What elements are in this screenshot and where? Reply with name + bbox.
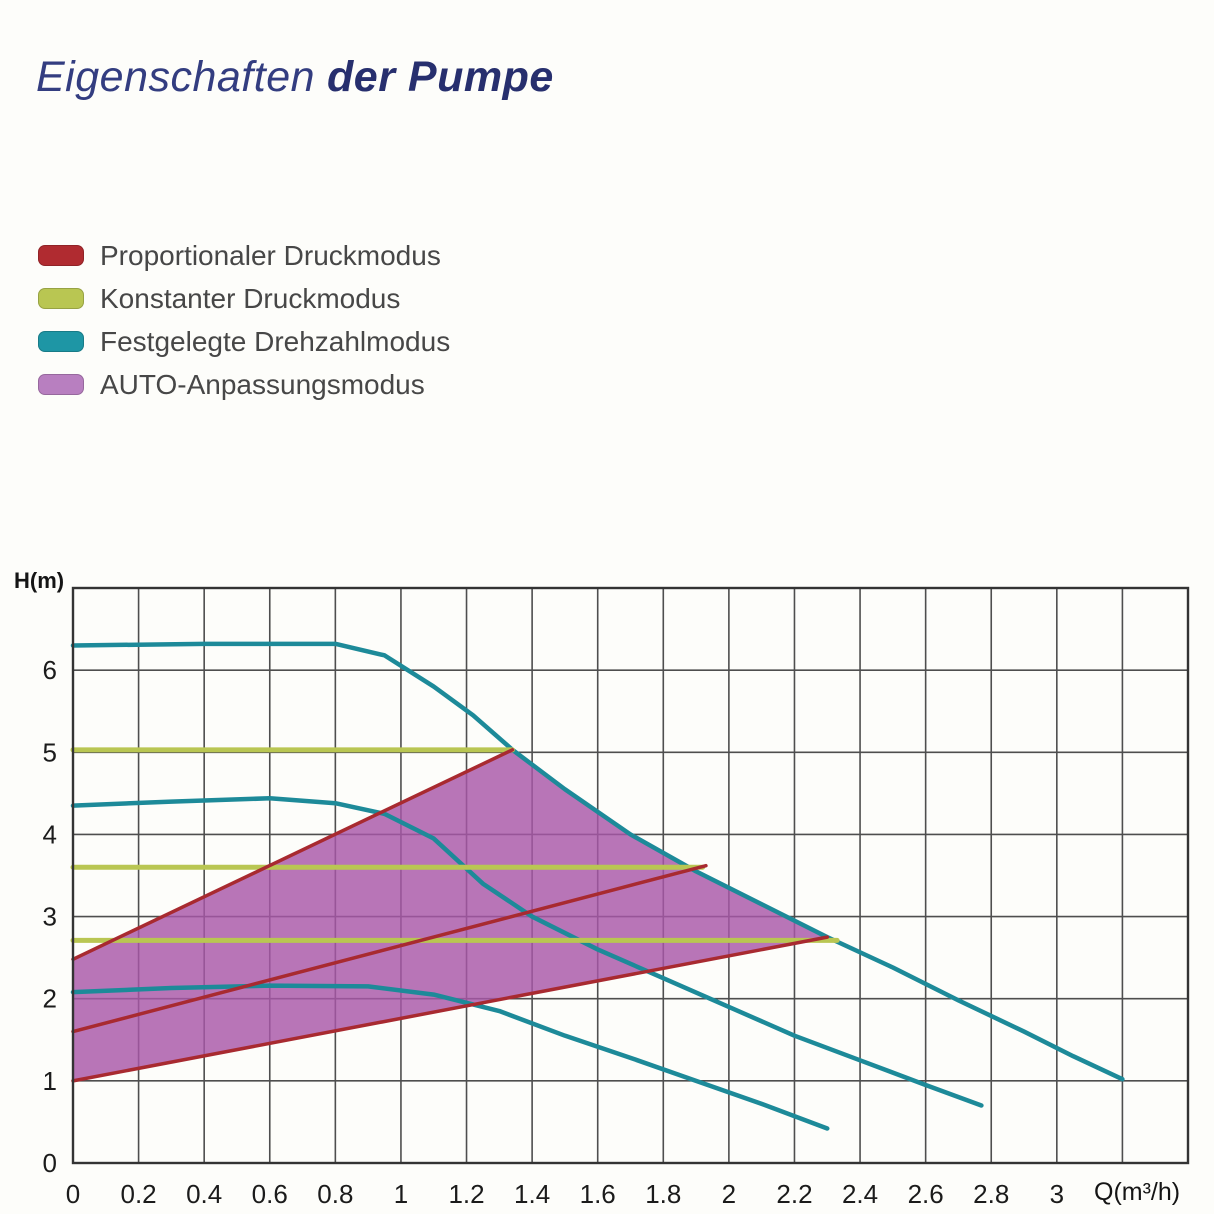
y-tick-label: 4	[43, 819, 57, 849]
x-tick-label: 0.8	[317, 1179, 353, 1209]
legend-item: Festgelegte Drehzahlmodus	[38, 320, 450, 363]
legend-item: Proportionaler Druckmodus	[38, 234, 450, 277]
y-axis-title: H(m)	[14, 568, 65, 593]
series-fixed-speed-mid	[70, 796, 984, 1108]
x-tick-label: 1	[394, 1179, 408, 1209]
series-proportional-pressure-lower	[71, 935, 830, 1083]
series-fixed-speed-min	[70, 983, 830, 1131]
x-tick-label: 3	[1050, 1179, 1064, 1209]
x-tick-label: 0.6	[252, 1179, 288, 1209]
y-tick-label: 2	[43, 984, 57, 1014]
legend-item: AUTO-Anpassungsmodus	[38, 363, 450, 406]
x-tick-label: 1.8	[645, 1179, 681, 1209]
x-tick-label: 0.4	[186, 1179, 222, 1209]
x-tick-label: 1.2	[448, 1179, 484, 1209]
y-tick-label: 5	[43, 737, 57, 767]
x-tick-label: 2.4	[842, 1179, 878, 1209]
x-tick-label: 0	[66, 1179, 80, 1209]
series-proportional-pressure-upper	[71, 748, 515, 962]
purple-swatch-icon	[38, 374, 84, 395]
legend-label: Proportionaler Druckmodus	[100, 239, 441, 271]
y-tick-label: 3	[43, 902, 57, 932]
x-tick-label: 2.8	[973, 1179, 1009, 1209]
x-tick-label: 2.2	[776, 1179, 812, 1209]
series-proportional-pressure-middle	[71, 863, 708, 1034]
x-tick-label: 1.4	[514, 1179, 550, 1209]
y-tick-label: 0	[43, 1148, 57, 1178]
series-fixed-speed-max	[70, 641, 1125, 1082]
page-title-bold: der Pumpe	[327, 53, 554, 101]
x-tick-label: 0.2	[121, 1179, 157, 1209]
y-tick-label: 1	[43, 1066, 57, 1096]
auto-adapt-area	[73, 749, 828, 1081]
x-tick-label: 1.6	[580, 1179, 616, 1209]
x-tick-label: 2	[722, 1179, 736, 1209]
page-title: Eigenschaften der Pumpe	[36, 53, 554, 101]
x-axis-title: Q(m³/h)	[1094, 1178, 1181, 1206]
page-title-light: Eigenschaften	[36, 53, 316, 101]
teal-swatch-icon	[38, 331, 84, 352]
y-tick-label: 6	[43, 655, 57, 685]
legend-label: AUTO-Anpassungsmodus	[100, 368, 425, 400]
x-tick-label: 2.6	[908, 1179, 944, 1209]
plot-border	[71, 586, 1190, 1165]
legend-item: Konstanter Druckmodus	[38, 277, 450, 320]
chart-legend: Proportionaler Druckmodus Konstanter Druc…	[38, 234, 450, 406]
legend-label: Konstanter Druckmodus	[100, 282, 401, 314]
green-swatch-icon	[38, 288, 84, 309]
red-swatch-icon	[38, 245, 84, 266]
legend-label: Festgelegte Drehzahlmodus	[100, 325, 451, 357]
